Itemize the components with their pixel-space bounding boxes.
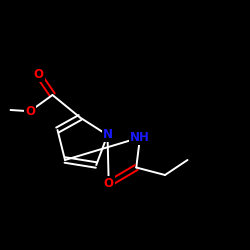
Text: O: O bbox=[25, 105, 35, 118]
Text: O: O bbox=[104, 177, 114, 190]
Text: NH: NH bbox=[130, 131, 150, 144]
Text: O: O bbox=[34, 68, 44, 82]
Text: N: N bbox=[102, 128, 113, 141]
